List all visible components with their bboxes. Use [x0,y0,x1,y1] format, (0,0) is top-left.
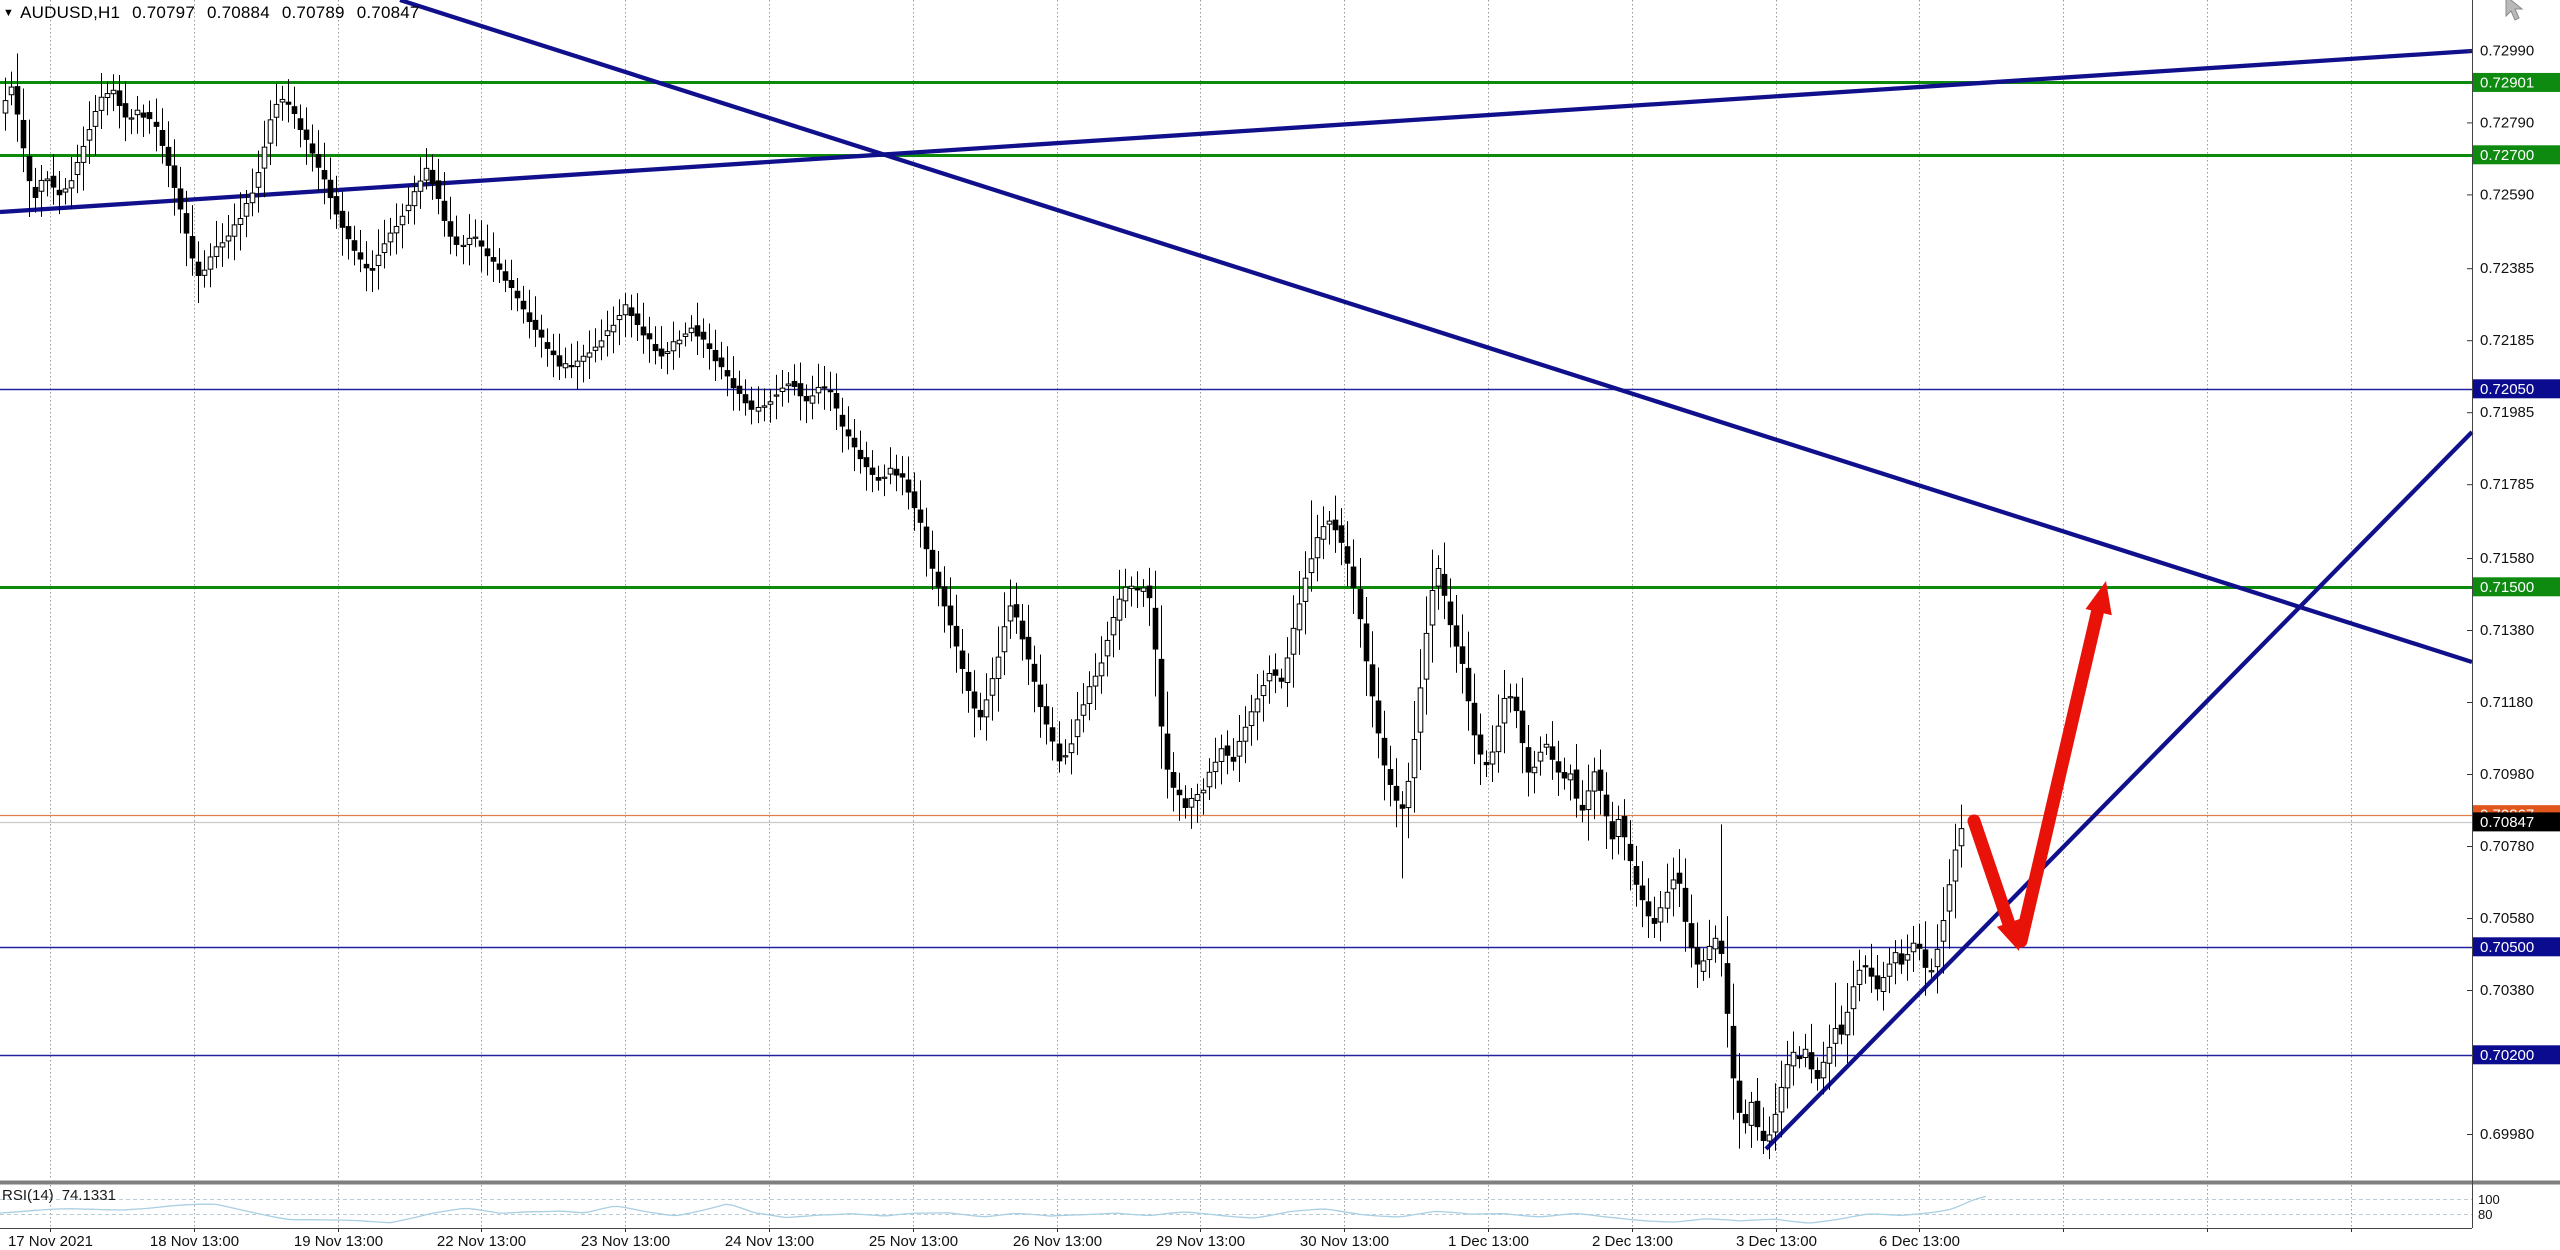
price-level-badge-text: 0.71500 [2480,579,2534,596]
trendline-descending-resistance[interactable] [399,0,2473,665]
price-tick-label: 0.70580 [2480,910,2534,927]
price-level-badge [2473,72,2560,92]
date-tick-label: 2 Dec 13:00 [1592,1233,1673,1250]
price-tick-label: 0.70780 [2480,838,2534,855]
price-level-badge [2473,577,2560,597]
quote-high: 0.70884 [207,3,270,22]
price-level-badge-text: 0.72050 [2480,381,2534,398]
symbol-timeframe: AUDUSD,H1 [20,3,121,22]
price-tick-label: 0.69980 [2480,1126,2534,1143]
price-level-badge [2473,812,2560,832]
price-level-badge-text: 0.72700 [2480,147,2534,164]
date-tick-label: 3 Dec 13:00 [1736,1233,1817,1250]
rsi-scale-label: 100 [2478,1192,2500,1207]
price-tick-label: 0.72385 [2480,260,2534,277]
price-level-badge-text: 0.72901 [2480,74,2534,91]
rsi-line [0,1195,1987,1224]
date-tick-label: 18 Nov 13:00 [150,1233,239,1250]
price-tick-label: 0.72790 [2480,114,2534,131]
quote-close: 0.70847 [356,3,420,22]
rsi-value: 74.1331 [61,1187,116,1204]
key-level-lines[interactable] [0,81,2472,1057]
candles [2,53,1965,1160]
date-tick-label: 6 Dec 13:00 [1879,1233,1960,1250]
trendlines[interactable] [0,0,2474,1151]
time-gridlines [50,0,2352,1228]
rsi-name: RSI(14) [2,1187,54,1204]
trendline-gentle-ascending[interactable] [0,48,2473,215]
price-tick-label: 0.71580 [2480,550,2534,567]
price-level-badge-text: 0.70847 [2480,814,2534,831]
price-level-badge [2473,937,2560,957]
rsi-scale-label: 80 [2478,1207,2492,1222]
date-tick-label: 17 Nov 2021 [8,1233,93,1250]
quote-low: 0.70789 [281,3,345,22]
date-tick-label: 23 Nov 13:00 [581,1233,670,1250]
symbol-triangle-icon: ▼ [3,7,15,19]
date-tick-label: 30 Nov 13:00 [1300,1233,1389,1250]
price-level-badge-text: 0.70200 [2480,1047,2534,1064]
trendline-steep-ascending-support[interactable] [1764,430,2474,1151]
date-tick-label: 19 Nov 13:00 [294,1233,383,1250]
rsi-pane[interactable] [0,1195,2472,1224]
price-tick-label: 0.72590 [2480,186,2534,203]
price-tick-label: 0.72185 [2480,332,2534,349]
price-axis[interactable]: 0.72990 0.72790 0.72590 0.72385 0.72185 0.719… [2467,42,2560,1222]
date-tick-label: 22 Nov 13:00 [437,1233,526,1250]
time-axis[interactable]: 17 Nov 2021 18 Nov 13:00 19 Nov 13:00 22 No… [8,1228,2352,1250]
price-level-badge-text: 0.70500 [2480,939,2534,956]
price-tick-label: 0.70380 [2480,982,2534,999]
price-level-badge [2473,1045,2560,1065]
price-tick-label: 0.70980 [2480,766,2534,783]
red-forecast-arrow[interactable] [1967,581,2112,951]
price-tick-label: 0.71180 [2480,694,2533,711]
chart-title: ▼ AUDUSD,H1 0.70797 0.70884 0.70789 0.70847 [3,3,420,23]
price-tick-label: 0.71985 [2480,404,2534,421]
price-level-badge [2473,145,2560,165]
rsi-indicator-label: RSI(14) 74.1331 [2,1187,116,1204]
date-tick-label: 1 Dec 13:00 [1448,1233,1529,1250]
price-tick-label: 0.71785 [2480,476,2534,493]
price-level-badge [2473,379,2560,399]
date-tick-label: 24 Nov 13:00 [725,1233,814,1250]
price-tick-label: 0.72990 [2480,42,2534,59]
mouse-cursor-icon [2505,0,2524,21]
price-tick-label: 0.71380 [2480,622,2534,639]
quote-open: 0.70797 [132,3,195,22]
date-tick-label: 29 Nov 13:00 [1156,1233,1245,1250]
date-tick-label: 26 Nov 13:00 [1013,1233,1102,1250]
date-tick-label: 25 Nov 13:00 [869,1233,958,1250]
